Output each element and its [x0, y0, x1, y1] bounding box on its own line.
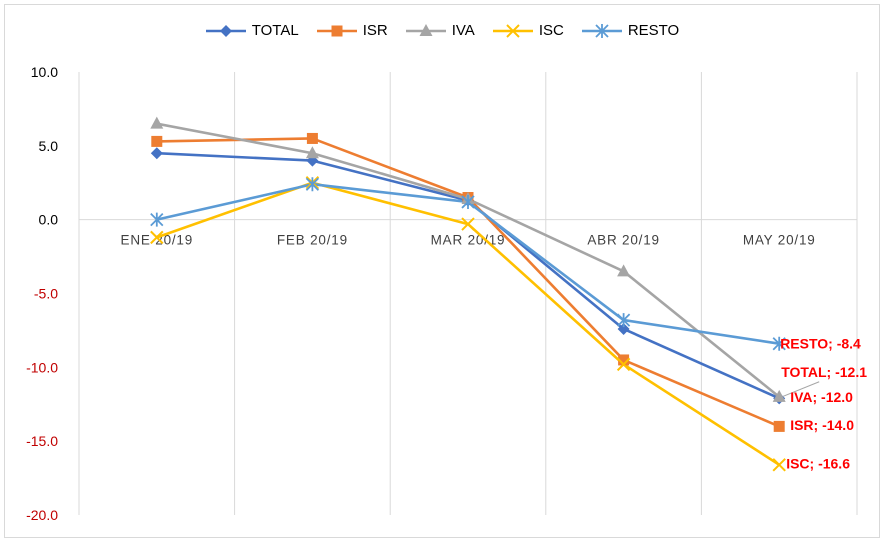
data-point: [506, 23, 520, 38]
data-point: [419, 23, 433, 36]
data-label: ISR; -14.0: [790, 417, 854, 433]
data-point: [331, 25, 343, 36]
legend-swatch: [316, 25, 357, 36]
legend-swatch: [405, 23, 446, 36]
legend-label: RESTO: [627, 22, 680, 39]
legend-item-isc: ISC: [492, 22, 564, 39]
legend: TOTAL ISR IVA ISC RESTO: [0, 22, 885, 39]
y-tick-label: 0.0: [39, 212, 59, 228]
y-tick-label: -5.0: [34, 286, 58, 302]
y-tick-label: -10.0: [26, 359, 58, 375]
data-point: [150, 212, 164, 227]
legend-item-iva: IVA: [405, 22, 475, 39]
data-point: [595, 23, 609, 38]
legend-label: ISR: [362, 22, 388, 39]
data-point: [150, 147, 163, 160]
data-point: [772, 458, 786, 472]
legend-label: TOTAL: [251, 22, 299, 39]
data-point: [616, 313, 631, 328]
x-tick-label: FEB 20/19: [277, 233, 348, 248]
x-tick-label: MAY 20/19: [743, 233, 816, 248]
data-point: [150, 116, 164, 129]
legend-swatch: [492, 23, 533, 38]
data-point: [617, 322, 630, 335]
data-point: [150, 230, 164, 245]
legend-label: ISC: [538, 22, 564, 39]
data-point: [617, 264, 631, 277]
legend-swatch: [581, 23, 622, 38]
series-line-total: [156, 151, 780, 400]
x-tick-label: ENE 20/19: [121, 233, 194, 248]
data-point: [219, 24, 232, 37]
data-point: [618, 354, 630, 366]
data-label: TOTAL; -12.1: [781, 364, 867, 380]
data-point: [461, 217, 475, 231]
data-label: ISC; -16.6: [786, 455, 850, 471]
legend-swatch: [205, 24, 246, 37]
data-point: [306, 132, 318, 144]
chart-frame: [4, 4, 880, 538]
x-tick-label: MAR 20/19: [431, 233, 506, 248]
legend-item-isr: ISR: [316, 22, 388, 39]
x-tick-label: ABR 20/19: [587, 233, 660, 248]
data-point: [305, 146, 319, 159]
data-point: [772, 336, 786, 351]
data-label: IVA; -12.0: [790, 389, 853, 405]
y-tick-label: -20.0: [26, 507, 58, 523]
y-tick-label: 5.0: [39, 138, 59, 154]
data-point: [305, 177, 320, 192]
data-point: [151, 135, 163, 147]
annotation-leader: [783, 381, 820, 397]
data-point: [616, 357, 631, 372]
legend-label: IVA: [451, 22, 475, 39]
y-tick-label: 10.0: [31, 64, 58, 80]
series-line-isr: [156, 137, 780, 428]
data-point: [461, 194, 475, 209]
data-point: [772, 389, 786, 402]
data-point: [773, 420, 785, 432]
data-label: RESTO; -8.4: [780, 336, 861, 352]
legend-item-resto: RESTO: [581, 22, 680, 39]
legend-item-total: TOTAL: [205, 22, 299, 39]
y-tick-label: -15.0: [26, 433, 58, 449]
